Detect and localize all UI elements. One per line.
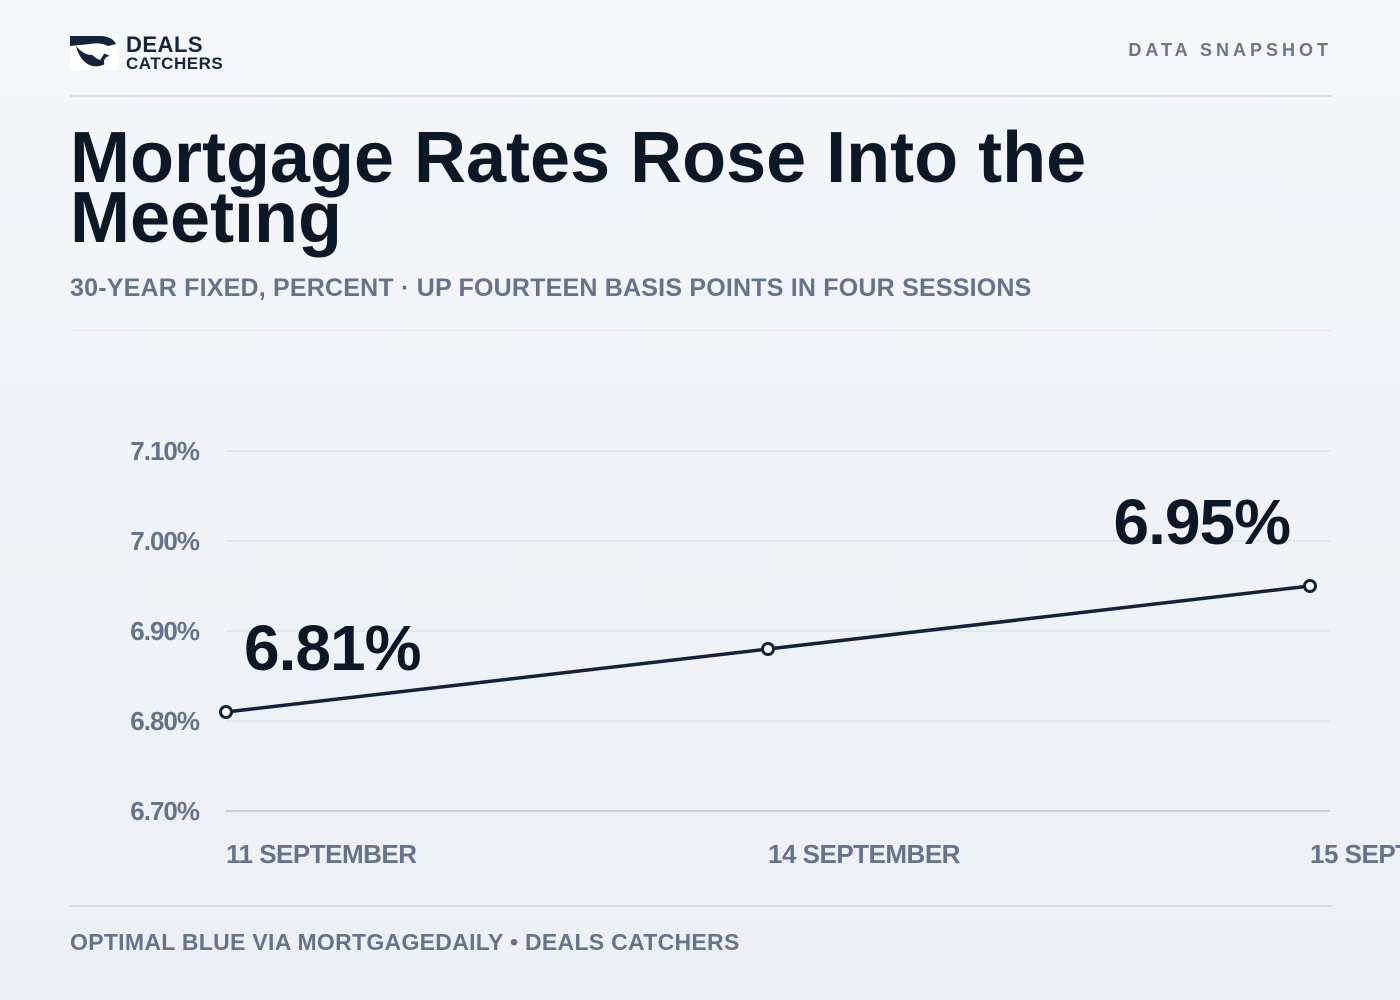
x-tick-label: 14 SEPTEMBER [768, 839, 961, 869]
data-point [1303, 579, 1317, 593]
source-footer: OPTIMAL BLUE VIA MORTGAGEDAILY • DEALS C… [70, 929, 740, 955]
y-tick-label: 7.00% [130, 526, 200, 556]
brand-name-line2: CATCHERS [126, 54, 224, 73]
y-tick-label: 7.10% [130, 436, 200, 466]
x-tick-label: 11 SEPTEMBER [226, 839, 417, 869]
footer-divider [70, 905, 1332, 907]
x-tick-label: 15 SEPTEMBER [1310, 839, 1400, 869]
x-axis-ticks: 11 SEPTEMBER 14 SEPTEMBER 15 SEPTEMBER [226, 839, 1400, 869]
header-divider [70, 95, 1332, 97]
brand-name-line1: DEALS [126, 32, 204, 57]
value-annotation: 6.95% [1114, 486, 1291, 558]
data-point [219, 705, 233, 719]
subtitle-divider [70, 330, 1332, 331]
handshake-logo-icon [70, 36, 118, 70]
series-layer [219, 579, 1317, 719]
data-snapshot-tag: DATA SNAPSHOT [1128, 40, 1332, 60]
chart-subtitle: 30-YEAR FIXED, PERCENT · UP FOURTEEN BAS… [70, 274, 1032, 302]
gridlines [226, 450, 1330, 812]
y-tick-label: 6.90% [130, 616, 200, 646]
annotations: 6.81% 6.95% [244, 486, 1291, 684]
y-tick-label: 6.80% [130, 706, 200, 736]
data-point [761, 642, 775, 656]
y-tick-label: 6.70% [130, 796, 200, 826]
value-annotation: 6.81% [244, 612, 421, 684]
header: DEALS CATCHERS DATA SNAPSHOT [70, 30, 1332, 74]
y-axis-ticks: 7.10% 7.00% 6.90% 6.80% 6.70% [130, 436, 201, 826]
brand-logo[interactable]: DEALS CATCHERS [70, 30, 240, 74]
chart-title: Mortgage Rates Rose Into the Meeting [70, 118, 1087, 258]
line-chart: 7.10% 7.00% 6.90% 6.80% 6.70% 11 SEPTEMBER 14… [130, 436, 1400, 869]
